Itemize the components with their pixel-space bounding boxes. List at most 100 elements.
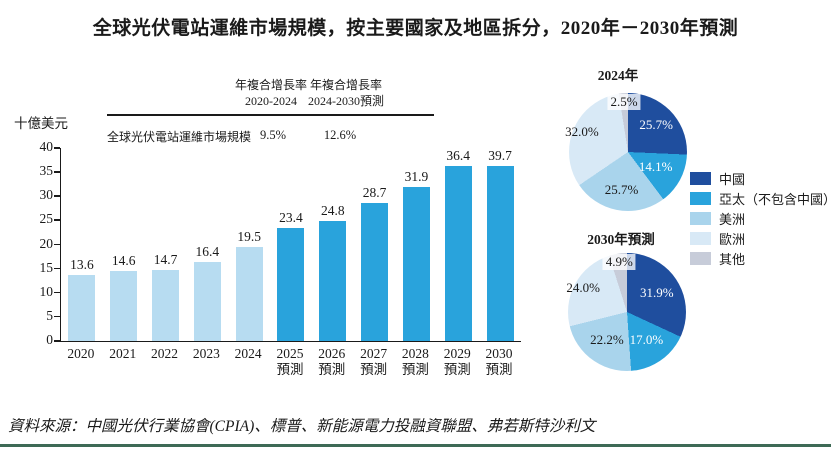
y-axis-tick-label: 15 — [39, 259, 54, 275]
y-axis-tick-label: 40 — [39, 139, 54, 154]
bar-chart-x-axis-labels: 2020 2021 2022 2023 2024 2025 預測 2026 預測 2027 預測 20… — [60, 346, 520, 378]
cagr-header-line1: 年複合增長率 — [234, 78, 307, 92]
legend-swatch — [690, 191, 711, 205]
pie-2030-title: 2030年預測 — [587, 232, 655, 247]
x-axis-tick-label: 2021 — [109, 346, 137, 361]
x-axis-tick-label: 2023 — [192, 346, 220, 361]
cagr-header-line1: 年複合增長率 — [309, 78, 382, 92]
pie-slice-label-3: 25.7% — [604, 182, 639, 198]
pie-slice-label-5: 4.9% — [602, 254, 636, 271]
pie-slice-label-4: 24.0% — [566, 279, 600, 295]
y-axis-tick-mark — [54, 195, 60, 197]
bar-2025 — [277, 228, 305, 341]
bar-2026 — [319, 221, 347, 341]
y-axis-tick-mark — [54, 315, 60, 318]
y-axis-tick-label: 35 — [39, 163, 54, 179]
y-axis-tick-mark — [54, 291, 60, 294]
bar-2028 — [402, 187, 430, 341]
pie-slice-label-3: 22.2% — [590, 331, 624, 347]
x-axis-tick-label: 2022 — [151, 346, 179, 361]
bar-slot: 16.4 — [186, 148, 228, 341]
x-axis-tick-label: 2030 預測 — [485, 346, 513, 377]
bar-value-label: 23.4 — [279, 210, 303, 226]
pie-slice-label-2: 14.1% — [638, 158, 673, 174]
cagr-row-label: 全球光伏電站運維市場規模 — [107, 130, 252, 144]
bar-value-label: 14.6 — [111, 252, 136, 268]
cagr-table-rule — [107, 114, 434, 116]
bar-value-label: 14.7 — [153, 252, 178, 268]
chart-legend: 中國 亞太（不包含中國） 美洲 歐洲 其他 — [690, 168, 831, 268]
x-axis-tick-label: 2028 預測 — [401, 346, 429, 377]
bar-2030 — [486, 166, 514, 341]
legend-label: 歐洲 — [719, 231, 746, 247]
cagr-value-2024-2030: 12.6% — [323, 128, 357, 142]
y-axis-tick-mark — [54, 243, 60, 245]
cagr-column-header-2020-2024: 年複合增長率 2020-2024 — [221, 77, 321, 109]
cagr-header-line2: 2020-2024 — [245, 94, 297, 108]
pie-slice-label-4: 32.0% — [565, 124, 599, 140]
bar-2021 — [110, 270, 138, 341]
pie-slice-label-1: 31.9% — [640, 284, 674, 300]
bar-2023 — [193, 261, 221, 341]
bar-slot: 13.6 — [61, 148, 103, 341]
bar-value-label: 28.7 — [362, 184, 387, 200]
bar-slot: 23.4 — [270, 148, 312, 341]
bar-slot: 19.5 — [228, 148, 270, 341]
bar-value-label: 19.5 — [237, 228, 261, 244]
y-axis-tick-mark — [54, 267, 60, 270]
legend-swatch — [690, 171, 711, 185]
bar-value-label: 16.4 — [195, 243, 220, 259]
bar-value-label: 36.4 — [446, 148, 471, 163]
y-axis-tick-mark — [54, 171, 60, 173]
bar-value-label: 24.8 — [320, 203, 345, 219]
y-axis-tick-label: 5 — [46, 307, 53, 323]
bar-2022 — [152, 270, 180, 341]
bar-2024 — [235, 246, 263, 341]
bar-slot: 14.7 — [145, 148, 187, 341]
legend-label: 中國 — [719, 171, 746, 187]
pie-chart-2024: 25.7% 14.1% 25.7% 32.0% 2.5% — [565, 93, 687, 211]
pie-slice-label-2: 17.0% — [629, 332, 664, 348]
data-source-note: 資料來源：中國光伏行業協會(CPIA)、標普、新能源電力投融資聯盟、弗若斯特沙利… — [8, 418, 596, 435]
legend-item: 亞太（不包含中國） — [690, 188, 831, 208]
cagr-column-header-2024-2030: 年複合增長率 2024-2030預測 — [290, 77, 402, 109]
y-axis-tick-label: 10 — [39, 283, 54, 299]
legend-item: 歐洲 — [690, 228, 831, 248]
bar-slot: 24.8 — [312, 148, 354, 341]
y-axis-tick-mark — [54, 147, 60, 149]
x-axis-tick-label: 2024 — [234, 346, 262, 361]
legend-item: 中國 — [690, 168, 831, 188]
figure-title: 全球光伏電站運維市場規模，按主要國家及地區拆分，2020年－2030年預測 — [92, 18, 739, 39]
cagr-value-2020-2024: 9.5% — [259, 128, 287, 142]
y-axis-tick-mark — [54, 219, 60, 221]
bar-2029 — [444, 166, 472, 341]
legend-item: 美洲 — [690, 208, 831, 228]
x-axis-tick-label: 2020 — [67, 346, 95, 361]
y-axis-tick-label: 20 — [39, 235, 54, 251]
pie-slice-label-5: 2.5% — [607, 94, 641, 110]
legend-label: 美洲 — [719, 211, 746, 227]
x-axis-tick-label: 2029 預測 — [443, 346, 471, 377]
bar-value-label: 39.7 — [488, 148, 512, 163]
x-axis-tick-label: 2027 預測 — [360, 346, 388, 377]
bar-2027 — [361, 202, 389, 341]
legend-label: 亞太（不包含中國） — [719, 191, 831, 207]
bar-slot: 31.9 — [396, 148, 438, 341]
page-bottom-rule — [0, 444, 831, 447]
bar-slot: 39.7 — [479, 148, 521, 341]
y-axis-unit-label: 十億美元 — [14, 116, 68, 131]
bar-chart-plot-area: 13.6 14.6 14.7 16.4 19.5 23.4 24.8 28.7 31.9 36.4… — [60, 148, 521, 342]
bar-value-label: 13.6 — [70, 257, 94, 273]
cagr-header-line2: 2024-2030預測 — [308, 94, 384, 108]
legend-swatch — [690, 211, 711, 225]
bar-value-label: 31.9 — [404, 169, 429, 185]
y-axis-tick-label: 25 — [39, 211, 54, 227]
x-axis-tick-label: 2026 預測 — [318, 346, 346, 377]
bar-slot: 28.7 — [354, 148, 396, 341]
y-axis-tick-mark — [54, 340, 60, 342]
bar-2020 — [68, 275, 96, 341]
bar-slot: 36.4 — [437, 148, 479, 341]
x-axis-tick-label: 2025 預測 — [276, 346, 304, 377]
y-axis-tick-label: 30 — [39, 187, 54, 203]
